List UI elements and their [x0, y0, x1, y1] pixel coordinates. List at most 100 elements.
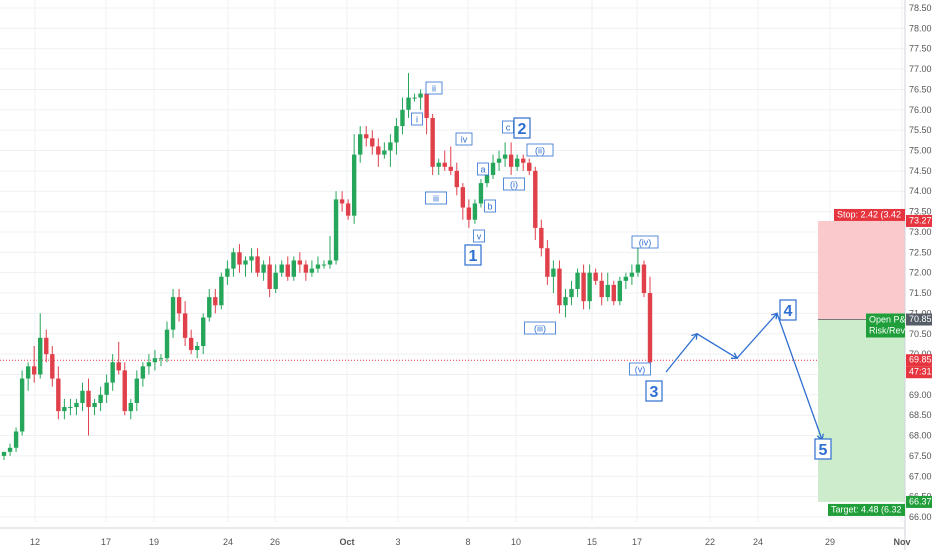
- candle-body: [545, 248, 550, 277]
- price-tick-label: 73.00: [909, 227, 932, 237]
- candle-body: [478, 183, 484, 204]
- date-tick-label: 24: [753, 537, 763, 547]
- candle-body: [430, 117, 435, 167]
- candle-body: [128, 402, 133, 412]
- price-tick-label: 68.00: [909, 431, 932, 441]
- candle-body: [364, 134, 369, 139]
- wave-label-box: [464, 244, 482, 266]
- wave-label-minor: (v): [635, 365, 646, 375]
- wave-label-minor: iii: [433, 194, 439, 204]
- candle-body: [291, 260, 296, 277]
- candle-body: [617, 280, 623, 302]
- candle-body: [533, 170, 538, 228]
- candle-body: [382, 150, 387, 155]
- candle-body: [25, 366, 31, 379]
- target-price-tag: 66.37: [909, 496, 932, 506]
- candle-body: [502, 154, 508, 159]
- price-tick-label: 72.50: [909, 247, 932, 257]
- candle-body: [581, 272, 586, 302]
- time-axis[interactable]: 12 17 19 24 26 Oct 3 8 10 15 17 22 24 29 Nov: [0, 527, 911, 547]
- price-tick-label: 70.50: [909, 329, 932, 339]
- candle-body: [551, 268, 556, 277]
- candle-body: [623, 276, 629, 281]
- stop-loss-zone: [818, 220, 905, 320]
- candle-body: [527, 162, 532, 171]
- price-tick-label: 76.50: [909, 84, 932, 94]
- wave-label-box: [477, 162, 489, 176]
- candle-body: [424, 93, 429, 118]
- candle-body: [635, 264, 641, 273]
- price-tags: Stop: 2.42 (3.42 73.27 Open P&Risk/Rev70.8…: [828, 208, 932, 516]
- entry-price-tag: 70.85: [909, 314, 932, 324]
- open-pl-tag-bg: [866, 313, 905, 338]
- projection-arrowhead: [691, 332, 698, 340]
- date-tick-label: 17: [632, 537, 642, 547]
- candle-body: [358, 134, 363, 155]
- wave-label-box: [425, 191, 447, 205]
- candle-body: [92, 402, 97, 408]
- candle-body: [152, 358, 158, 363]
- target-tag-bg: [828, 503, 905, 516]
- candle-body: [249, 256, 254, 261]
- price-tick-label: 71.50: [909, 288, 932, 298]
- candle-body: [285, 264, 290, 277]
- wave-label-minor: a: [480, 165, 485, 175]
- candle-body: [122, 370, 127, 412]
- candle-body: [110, 362, 115, 383]
- candle-body: [454, 170, 460, 188]
- projection-line: [665, 312, 823, 440]
- current-price-tag: 69.85: [909, 355, 932, 365]
- price-tick-label: 67.00: [909, 471, 932, 481]
- price-tick-label: 77.00: [909, 64, 932, 74]
- price-tick-label: 74.50: [909, 166, 932, 176]
- candle-body: [521, 158, 526, 163]
- candle-body: [351, 154, 357, 216]
- candle-body: [376, 146, 381, 155]
- candle-body: [134, 378, 140, 403]
- candle-body: [176, 297, 182, 314]
- candle-body: [557, 268, 562, 306]
- candle-body: [333, 199, 339, 261]
- candle-body: [158, 358, 164, 360]
- price-tick-label: 78.50: [909, 3, 932, 13]
- chart-grid: [0, 0, 905, 522]
- wave-label-box: [631, 235, 659, 249]
- risk-reward-zones[interactable]: [818, 220, 905, 502]
- date-tick-label: 24: [223, 537, 233, 547]
- candle-body: [472, 203, 478, 220]
- wave-label-major: 4: [784, 303, 793, 320]
- wave-label-box: [629, 362, 651, 376]
- wave-label-box: [814, 438, 832, 460]
- wave-label-box: [513, 117, 531, 139]
- wave-label-minor: (ii): [535, 146, 545, 156]
- candle-body: [647, 293, 653, 363]
- wave-label-minor: c: [506, 123, 511, 133]
- price-tick-label: 71.00: [909, 308, 932, 318]
- candle-body: [599, 280, 604, 298]
- candle-body: [563, 297, 568, 306]
- candle-body: [539, 227, 544, 249]
- candle-body: [50, 354, 55, 379]
- candle-body: [19, 378, 25, 432]
- wave-label-box: [484, 199, 496, 213]
- price-axis[interactable]: 66.0066.5067.0067.5068.0068.5069.0069.50…: [904, 0, 932, 550]
- price-tick-label: 78.00: [909, 23, 932, 33]
- candle-body: [201, 317, 206, 346]
- candle-body: [56, 378, 61, 412]
- candle-body: [309, 268, 315, 273]
- price-tick-label: 73.50: [909, 207, 932, 217]
- stop-price-tag-bg: [906, 214, 932, 227]
- candle-body: [68, 407, 73, 409]
- candle-body: [436, 162, 441, 167]
- date-tick-label: 29: [825, 537, 835, 547]
- wave-label-box: [473, 229, 485, 243]
- candle-body: [448, 166, 453, 171]
- candle-body: [170, 297, 176, 330]
- candle-body: [460, 187, 466, 208]
- price-tick-label: 74.00: [909, 186, 932, 196]
- candle-body: [508, 154, 514, 167]
- candle-body: [303, 264, 309, 273]
- date-tick-label: 3: [395, 537, 400, 547]
